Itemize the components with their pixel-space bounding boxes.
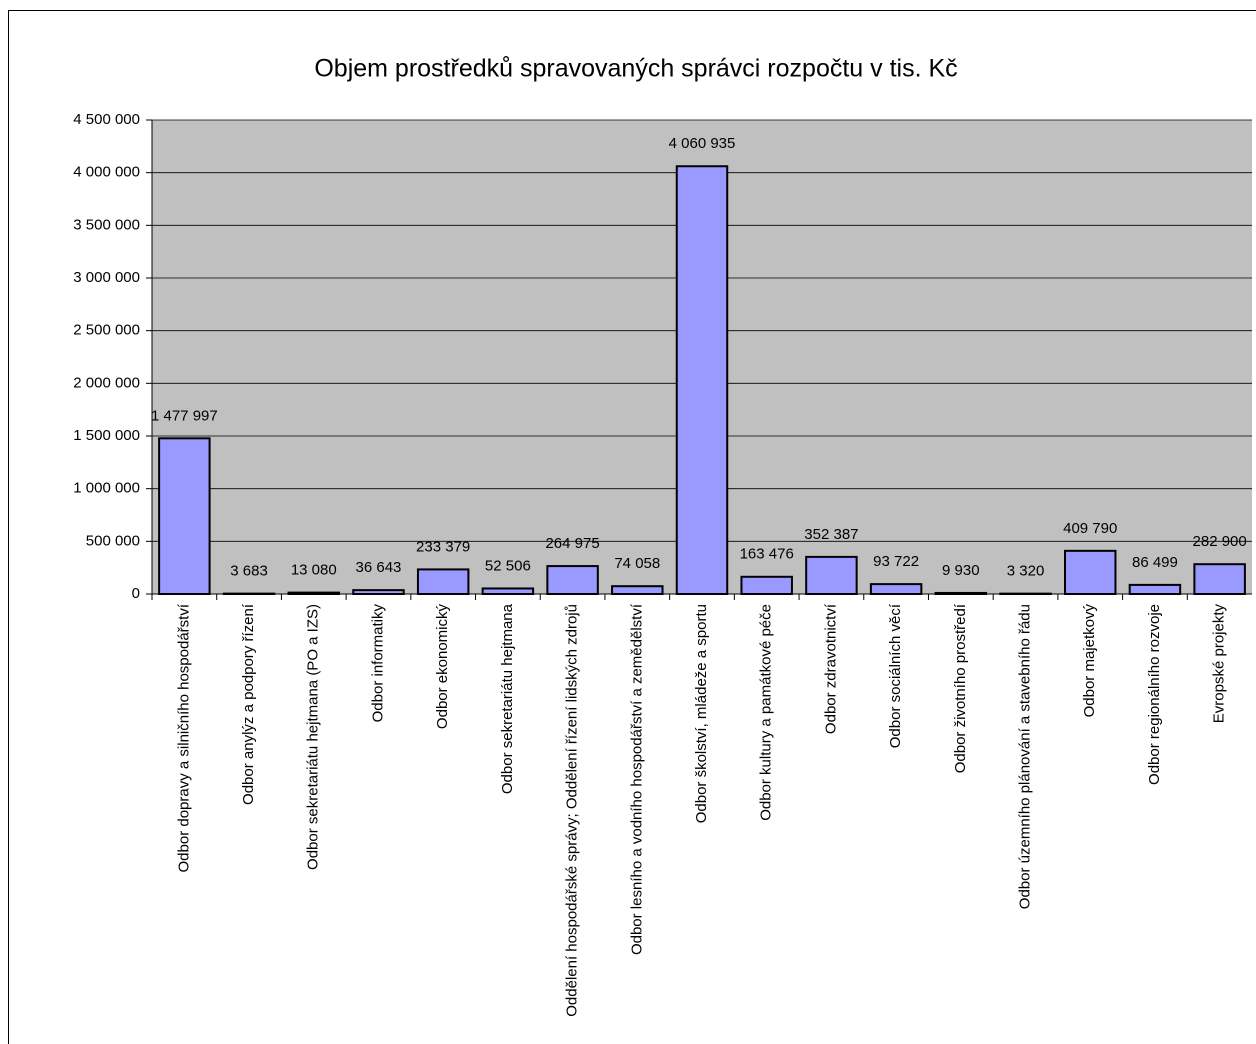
x-tick-label: Odbor sekretariátu hejtmana (PO a IZS) <box>305 604 322 870</box>
value-label: 282 900 <box>1193 533 1247 550</box>
x-tick-label: Odbor kultury a památkové péče <box>758 604 775 821</box>
x-tick-label: Odbor sekretariátu hejtmana <box>499 603 516 794</box>
x-tick-label: Odbor lesního a vodního hospodářství a z… <box>628 603 645 955</box>
x-tick-label: Oddělení hospodářské správy; Oddělení ří… <box>564 604 581 1017</box>
value-label: 352 387 <box>804 526 858 543</box>
x-tick-label: Odbor územního plánování a stavebního řá… <box>1016 604 1033 909</box>
value-label: 3 683 <box>230 563 268 580</box>
bar <box>481 587 535 595</box>
x-tick-label: Odbor zdravotnictví <box>822 603 839 734</box>
x-tick-label: Odbor majetkový <box>1081 604 1098 718</box>
value-label: 1 477 997 <box>151 407 218 424</box>
x-tick-label: Odbor životního prostředí <box>952 603 969 773</box>
bar <box>1193 563 1246 595</box>
bar <box>1128 583 1182 596</box>
x-tick-label: Evropské projekty <box>1211 604 1228 724</box>
bar <box>611 585 664 595</box>
x-tick-label: Odbor školství, mládeže a sportu <box>693 604 710 823</box>
bar <box>740 575 793 595</box>
y-tick-label: 4 000 000 <box>73 164 140 181</box>
value-label: 233 379 <box>416 538 470 555</box>
x-tick-label: Odbor ekonomický <box>434 604 451 730</box>
bar <box>546 565 599 595</box>
value-label: 13 080 <box>291 562 337 579</box>
value-label: 409 790 <box>1063 520 1117 537</box>
value-label: 4 060 935 <box>669 135 736 152</box>
y-tick-label: 2 500 000 <box>73 322 140 339</box>
bar <box>869 583 923 595</box>
chart-title: Objem prostředků spravovaných správci ro… <box>314 55 957 83</box>
bar <box>805 555 858 595</box>
y-tick-label: 2 000 000 <box>73 374 140 391</box>
x-tick-label: Odbor informatiky <box>369 604 386 723</box>
bar <box>1064 549 1117 595</box>
value-label: 3 320 <box>1007 563 1045 580</box>
y-tick-label: 1 000 000 <box>73 480 140 497</box>
bar <box>675 165 729 596</box>
y-tick-label: 3 500 000 <box>73 216 140 233</box>
value-label: 163 476 <box>740 546 794 563</box>
y-tick-label: 1 500 000 <box>73 427 140 444</box>
x-tick-label: Odbor sociálních věcí <box>887 603 904 748</box>
bar <box>416 568 470 596</box>
bar <box>158 437 211 596</box>
value-label: 93 722 <box>873 553 919 570</box>
value-label: 74 058 <box>614 555 660 572</box>
x-tick-label: Odbor regionálního rozvoje <box>1146 604 1163 785</box>
value-label: 9 930 <box>942 562 980 579</box>
y-tick-label: 0 <box>132 585 140 602</box>
bar <box>287 591 341 596</box>
value-label: 36 643 <box>356 559 402 576</box>
value-label: 86 499 <box>1132 554 1178 571</box>
x-tick-label: Odbor anylýz a podpory řízení <box>240 603 257 805</box>
bar <box>934 591 988 596</box>
value-label: 52 506 <box>485 557 531 574</box>
x-tick-label: Odbor dopravy a silničního hospodářství <box>175 603 192 872</box>
value-label: 264 975 <box>545 535 599 552</box>
bar <box>352 589 405 595</box>
y-tick-label: 3 000 000 <box>73 269 140 286</box>
y-tick-label: 4 500 000 <box>73 111 140 128</box>
y-tick-label: 500 000 <box>86 532 140 549</box>
